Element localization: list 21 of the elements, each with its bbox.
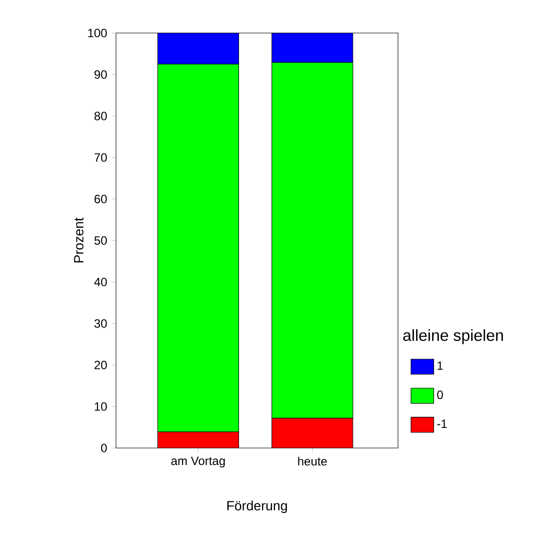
y-tick-label: 60	[94, 194, 107, 204]
legend-label: -1	[437, 420, 447, 428]
x-axis-title: Förderung	[227, 500, 287, 514]
y-tick-label: 90	[94, 70, 107, 79]
y-tick-label: 100	[88, 28, 107, 38]
y-tick-label: 80	[94, 112, 107, 120]
legend-label: 0	[437, 390, 443, 400]
y-tick-label: 70	[94, 153, 107, 162]
y-tick-label: 10	[94, 402, 107, 411]
y-axis-title: Prozent	[74, 218, 84, 262]
y-tick-label: 40	[94, 278, 107, 286]
y-tick-label: 50	[94, 236, 107, 245]
legend-label: 1	[438, 362, 443, 370]
y-tick-label: 0	[101, 444, 107, 452]
x-tick-label: heute	[298, 456, 327, 466]
y-tick-label: 30	[94, 319, 107, 328]
bar	[272, 33, 354, 63]
legend-title: alleine spielen	[403, 329, 503, 344]
bar	[157, 33, 240, 64]
x-tick-label: am Vortag	[171, 456, 225, 468]
y-tick-label: 20	[94, 360, 107, 370]
